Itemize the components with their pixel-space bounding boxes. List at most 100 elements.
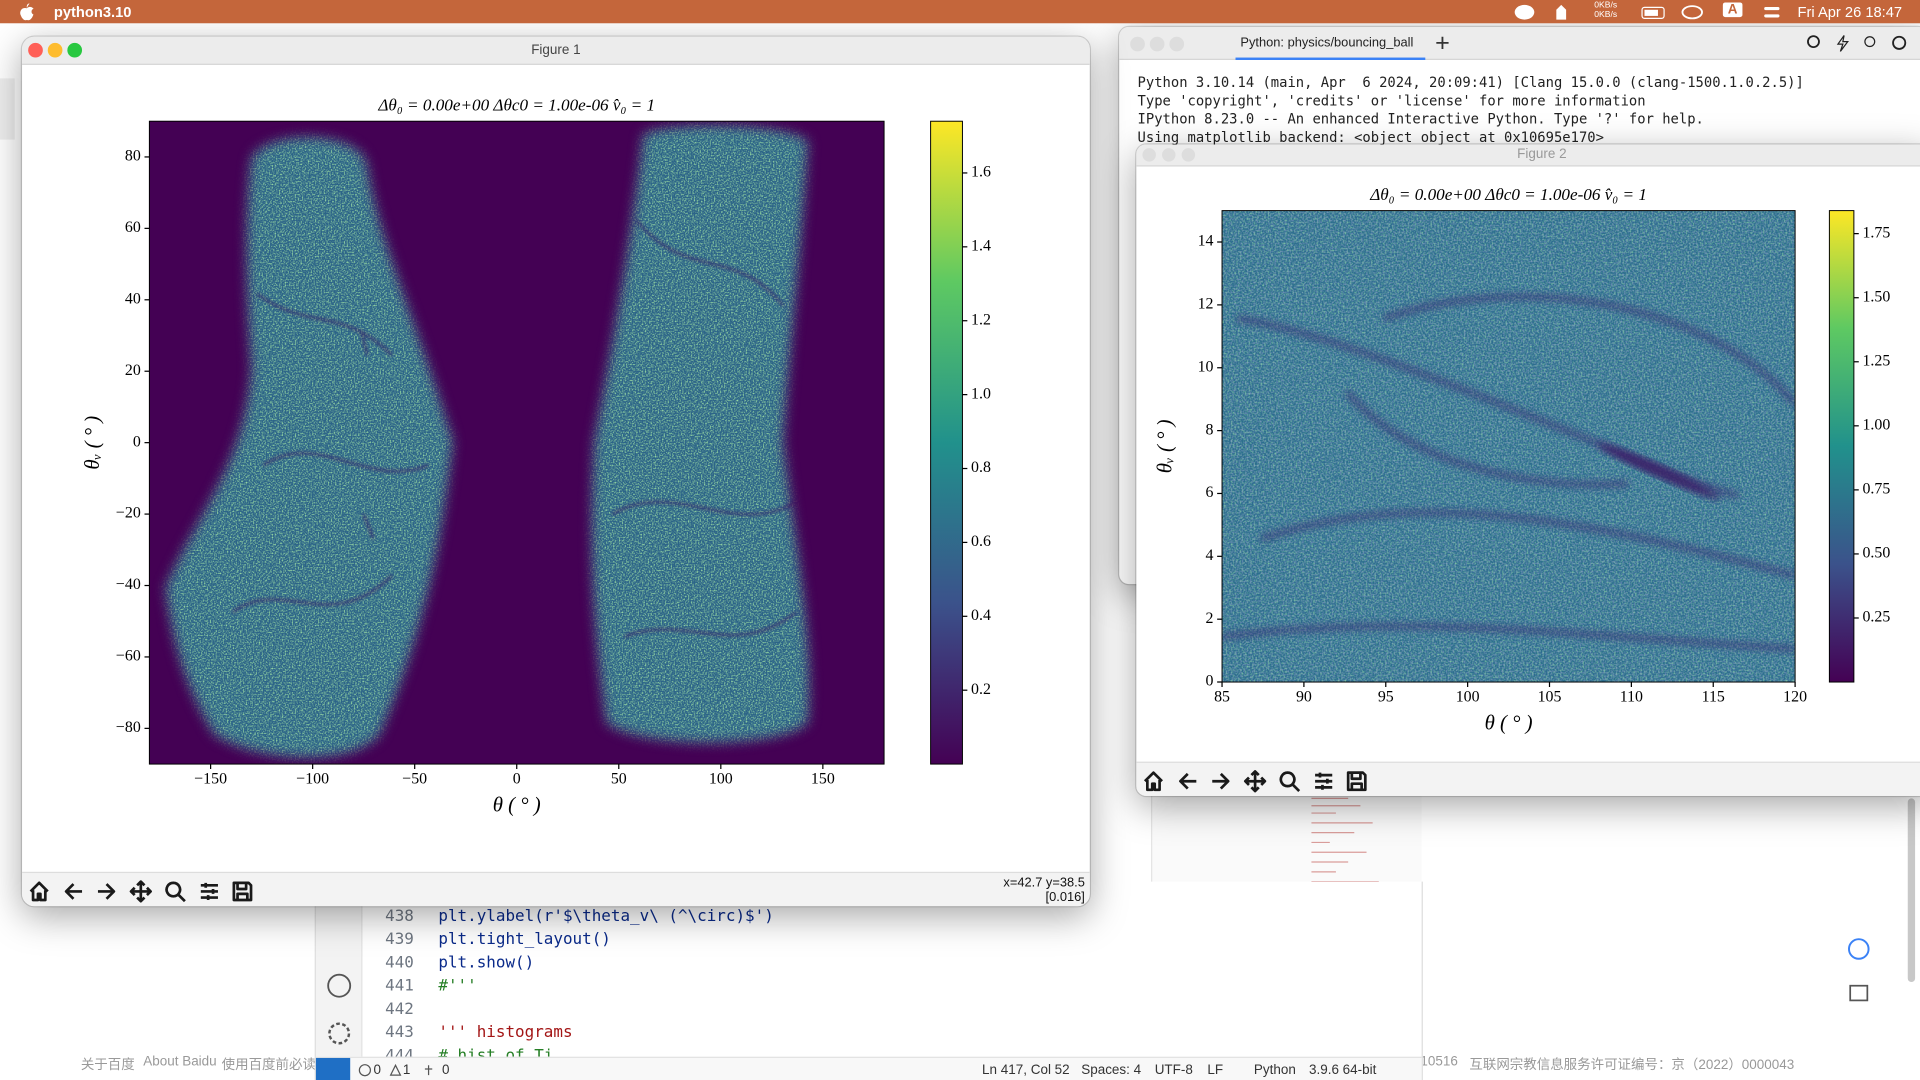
side-icon[interactable] (1848, 938, 1870, 960)
x-tick-label: 85 (1214, 689, 1230, 706)
window-close[interactable] (1130, 36, 1145, 52)
code-text: #''' (438, 977, 477, 996)
error-count[interactable]: 0 (373, 1062, 381, 1078)
colorbar-tick-label: 1.50 (1862, 288, 1890, 305)
x-tick-label: 95 (1378, 689, 1394, 706)
figure-toolbar: x=42.7 y=38.5 [0.016] (22, 871, 1090, 907)
input-source[interactable]: A (1722, 2, 1743, 18)
code-line: 440 plt.show() (365, 954, 534, 977)
toolbar-save[interactable] (1343, 768, 1370, 795)
gear-icon[interactable] (1892, 35, 1907, 50)
app-icon[interactable] (1556, 4, 1567, 20)
window-close[interactable] (28, 42, 43, 58)
search-icon[interactable] (1807, 35, 1820, 49)
menubar: python3.10 0KB/s 0KB/s A Fri Apr 26 18:4… (0, 0, 1920, 24)
terminal-line: IPython 8.23.0 -- An enhanced Interactiv… (1137, 111, 1704, 128)
indentation[interactable]: Spaces: 4 (1081, 1062, 1142, 1078)
x-tick-label: −100 (296, 771, 329, 788)
cursor-position[interactable]: Ln 417, Col 52 (982, 1062, 1070, 1078)
language[interactable]: Python (1253, 1062, 1296, 1078)
net-up: 0KB/s (1594, 1, 1618, 10)
toolbar-pan[interactable] (127, 878, 154, 905)
toolbar-icon (232, 881, 253, 902)
x-tick-label: −50 (402, 771, 427, 788)
toolbar-home[interactable] (26, 878, 53, 905)
window-minimize[interactable] (1149, 36, 1165, 52)
window-zoom[interactable] (1181, 148, 1196, 162)
footer-link[interactable]: About Baidu (143, 1054, 217, 1069)
toolbar-icon (200, 882, 218, 900)
window-zoom[interactable] (1169, 36, 1185, 52)
activity-icons (327, 973, 352, 1045)
toolbar-configure[interactable] (195, 878, 222, 905)
battery-icon[interactable] (1641, 6, 1665, 19)
x-tick-label: 100 (1456, 689, 1480, 706)
window-zoom[interactable] (67, 42, 83, 58)
new-tab[interactable] (1433, 33, 1453, 53)
side-icon[interactable] (1849, 984, 1869, 1002)
status-bar: 0 1 0 Ln 417, Col 52 Spaces: 4 UTF-8 LF … (315, 1056, 1422, 1080)
toolbar-icon (1212, 772, 1230, 790)
settings-icon[interactable] (328, 1022, 351, 1045)
toolbar-forward[interactable] (94, 878, 121, 905)
ports-count[interactable]: 0 (442, 1062, 450, 1078)
figure-window: Figure 1 (22, 36, 1090, 907)
encoding[interactable]: UTF-8 (1154, 1062, 1193, 1078)
code-line: 442 (365, 1000, 438, 1023)
colorbar-tick-label: 1.2 (971, 311, 991, 328)
window-minimize[interactable] (1162, 148, 1176, 162)
colorbar-tick-label: 0.8 (971, 459, 991, 476)
colorbar-tick-label: 1.4 (971, 237, 991, 254)
footer-link[interactable]: 关于百度 (80, 1057, 135, 1073)
toolbar-back[interactable] (60, 878, 87, 905)
cursor-readout: x=42.7 y=38.5 [0.016] (1003, 876, 1085, 905)
line-number: 442 (385, 1000, 414, 1019)
toolbar-home[interactable] (1140, 768, 1167, 795)
toolbar-forward[interactable] (1208, 768, 1235, 795)
y-tick-label: 4 (1206, 547, 1214, 564)
window-close[interactable] (1142, 148, 1156, 162)
y-tick-label: 0 (133, 433, 141, 450)
account-icon[interactable] (327, 973, 352, 998)
cursor-value: [0.016] (1045, 890, 1085, 905)
toolbar-configure[interactable] (1310, 768, 1337, 795)
control-center[interactable] (1763, 4, 1780, 21)
toolbar-back[interactable] (1174, 768, 1201, 795)
bulb-icon[interactable] (1864, 36, 1876, 48)
apple-menu[interactable] (20, 3, 35, 21)
line-number: 440 (385, 953, 414, 973)
toolbar-icon (1244, 770, 1267, 793)
wechat-icon[interactable] (1514, 4, 1535, 20)
figure-window: Figure 2 (1136, 144, 1920, 796)
toolbar-icon (1178, 772, 1196, 790)
toolbar-zoom[interactable] (1276, 768, 1303, 795)
toolbar-save[interactable] (229, 878, 256, 905)
sync-icon[interactable] (1681, 5, 1703, 20)
plot-frame (1221, 210, 1796, 683)
terminal-line: Type 'copyright', 'credits' or 'license'… (1137, 93, 1646, 109)
y-tick-label: −80 (116, 719, 141, 736)
y-tick-label: −60 (116, 648, 141, 665)
warning-count[interactable]: 1 (402, 1062, 411, 1078)
colorbar-tick-label: 0.50 (1862, 545, 1890, 562)
interpreter[interactable]: 3.9.6 64-bit (1308, 1062, 1377, 1078)
toolbar-pan[interactable] (1242, 768, 1269, 795)
toolbar-zoom[interactable] (161, 878, 188, 905)
colorbar-tick-label: 1.0 (971, 385, 991, 402)
colorbar-tick-label: 0.25 (1862, 609, 1890, 626)
remote-indicator[interactable] (315, 1057, 351, 1080)
terminal-tab[interactable]: Python: physics/bouncing_ball (1235, 27, 1426, 61)
colorbar (930, 120, 963, 765)
terminal-line: Python 3.10.14 (main, Apr 6 2024, 20:09:… (1137, 74, 1804, 91)
toolbar-icon (165, 881, 186, 903)
footer-link[interactable]: 使用百度前必读 (221, 1057, 316, 1073)
bolt-icon[interactable] (1836, 35, 1849, 52)
eol[interactable]: LF (1207, 1062, 1224, 1078)
scrollbar[interactable] (1907, 798, 1916, 983)
window-minimize[interactable] (47, 42, 63, 58)
line-number: 439 (385, 930, 414, 949)
y-axis-label: θᵥ ( ° ) (1153, 419, 1177, 473)
app-name[interactable]: python3.10 (53, 3, 132, 21)
